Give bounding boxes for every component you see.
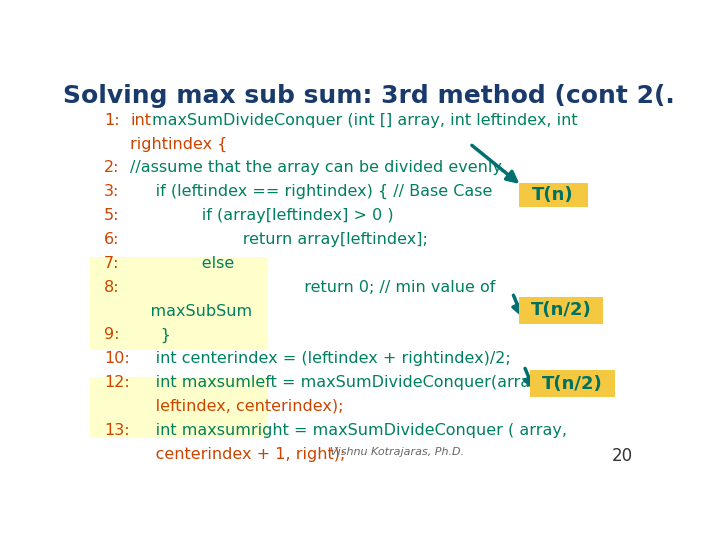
Text: T(n/2): T(n/2) [542, 375, 603, 393]
Text: int: int [130, 112, 151, 127]
FancyBboxPatch shape [530, 370, 615, 397]
Text: return array[leftindex];: return array[leftindex]; [130, 232, 428, 247]
Text: maxSumDivideConquer (int [] array, int leftindex, int: maxSumDivideConquer (int [] array, int l… [152, 112, 577, 127]
Text: Solving max sub sum: 3rd method (cont 2(.: Solving max sub sum: 3rd method (cont 2(… [63, 84, 675, 108]
Bar [90, 257, 269, 350]
Text: 12:: 12: [104, 375, 130, 390]
Text: maxSubSum: maxSubSum [130, 303, 253, 319]
Text: 6:: 6: [104, 232, 120, 247]
Text: }: } [130, 327, 171, 342]
FancyBboxPatch shape [518, 183, 588, 207]
Text: leftindex, centerindex);: leftindex, centerindex); [130, 399, 344, 414]
Text: int maxsumleft = maxSumDivideConquer(array,: int maxsumleft = maxSumDivideConquer(arr… [130, 375, 545, 390]
Text: 5:: 5: [104, 208, 120, 223]
Text: 20: 20 [611, 447, 632, 465]
Text: 1:: 1: [104, 112, 120, 127]
Text: 9:: 9: [104, 327, 120, 342]
Text: if (leftindex == rightindex) { // Base Case: if (leftindex == rightindex) { // Base C… [130, 184, 492, 199]
Text: 3:: 3: [104, 184, 120, 199]
Text: //assume that the array can be divided evenly.: //assume that the array can be divided e… [130, 160, 505, 176]
Text: 7:: 7: [104, 256, 120, 271]
Text: T(n): T(n) [532, 186, 574, 204]
Text: 8:: 8: [104, 280, 120, 295]
Text: Vishnu Kotrajaras, Ph.D.: Vishnu Kotrajaras, Ph.D. [330, 447, 464, 457]
Text: 2:: 2: [104, 160, 120, 176]
Text: else: else [130, 256, 235, 271]
Text: int centerindex = (leftindex + rightindex)/2;: int centerindex = (leftindex + rightinde… [130, 351, 511, 366]
Text: 13:: 13: [104, 423, 130, 438]
Text: rightindex {: rightindex { [130, 137, 228, 152]
Text: return 0; // min value of: return 0; // min value of [130, 280, 495, 295]
Text: 10:: 10: [104, 351, 130, 366]
Text: if (array[leftindex] > 0 ): if (array[leftindex] > 0 ) [130, 208, 394, 223]
Text: int maxsumright = maxSumDivideConquer ( array,: int maxsumright = maxSumDivideConquer ( … [130, 423, 567, 438]
Text: centerindex + 1, right);: centerindex + 1, right); [130, 447, 346, 462]
FancyBboxPatch shape [518, 298, 603, 323]
Text: T(n/2): T(n/2) [531, 301, 591, 320]
Bar [90, 377, 269, 438]
